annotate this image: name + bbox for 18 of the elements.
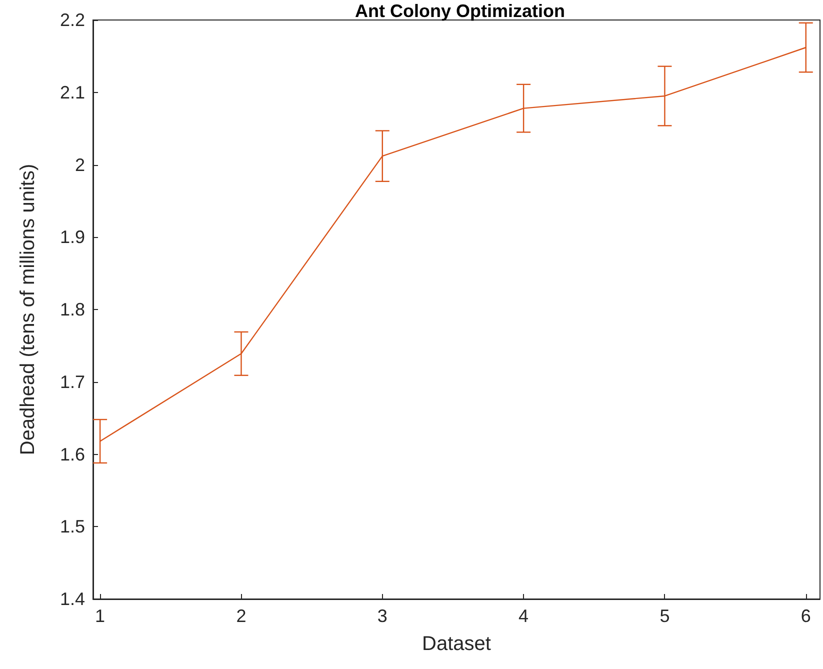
y-tick-label: 2	[74, 154, 85, 175]
y-tick-label: 1.5	[60, 516, 85, 537]
y-tick-label: 1.8	[60, 300, 85, 320]
y-tick-label: 1.9	[60, 227, 85, 248]
y-axis-title: Deadhead (tens of millions units)	[17, 164, 39, 456]
x-axis-title: Dataset	[422, 633, 492, 655]
x-tick-label: 6	[800, 606, 811, 626]
y-tick-label: 1.7	[60, 372, 85, 392]
y-tick-label: 1.4	[60, 589, 85, 609]
chart-title: Ant Colony Optimization	[355, 1, 565, 21]
x-tick-label: 2	[236, 606, 246, 626]
x-tick-label: 3	[377, 606, 388, 626]
x-tick-label: 4	[518, 606, 529, 626]
y-tick-label: 2.1	[60, 82, 85, 102]
y-tick-label: 2.2	[60, 10, 85, 30]
x-tick-label: 1	[95, 606, 106, 626]
x-tick-label: 5	[660, 606, 670, 626]
y-tick-label: 1.6	[60, 444, 85, 464]
